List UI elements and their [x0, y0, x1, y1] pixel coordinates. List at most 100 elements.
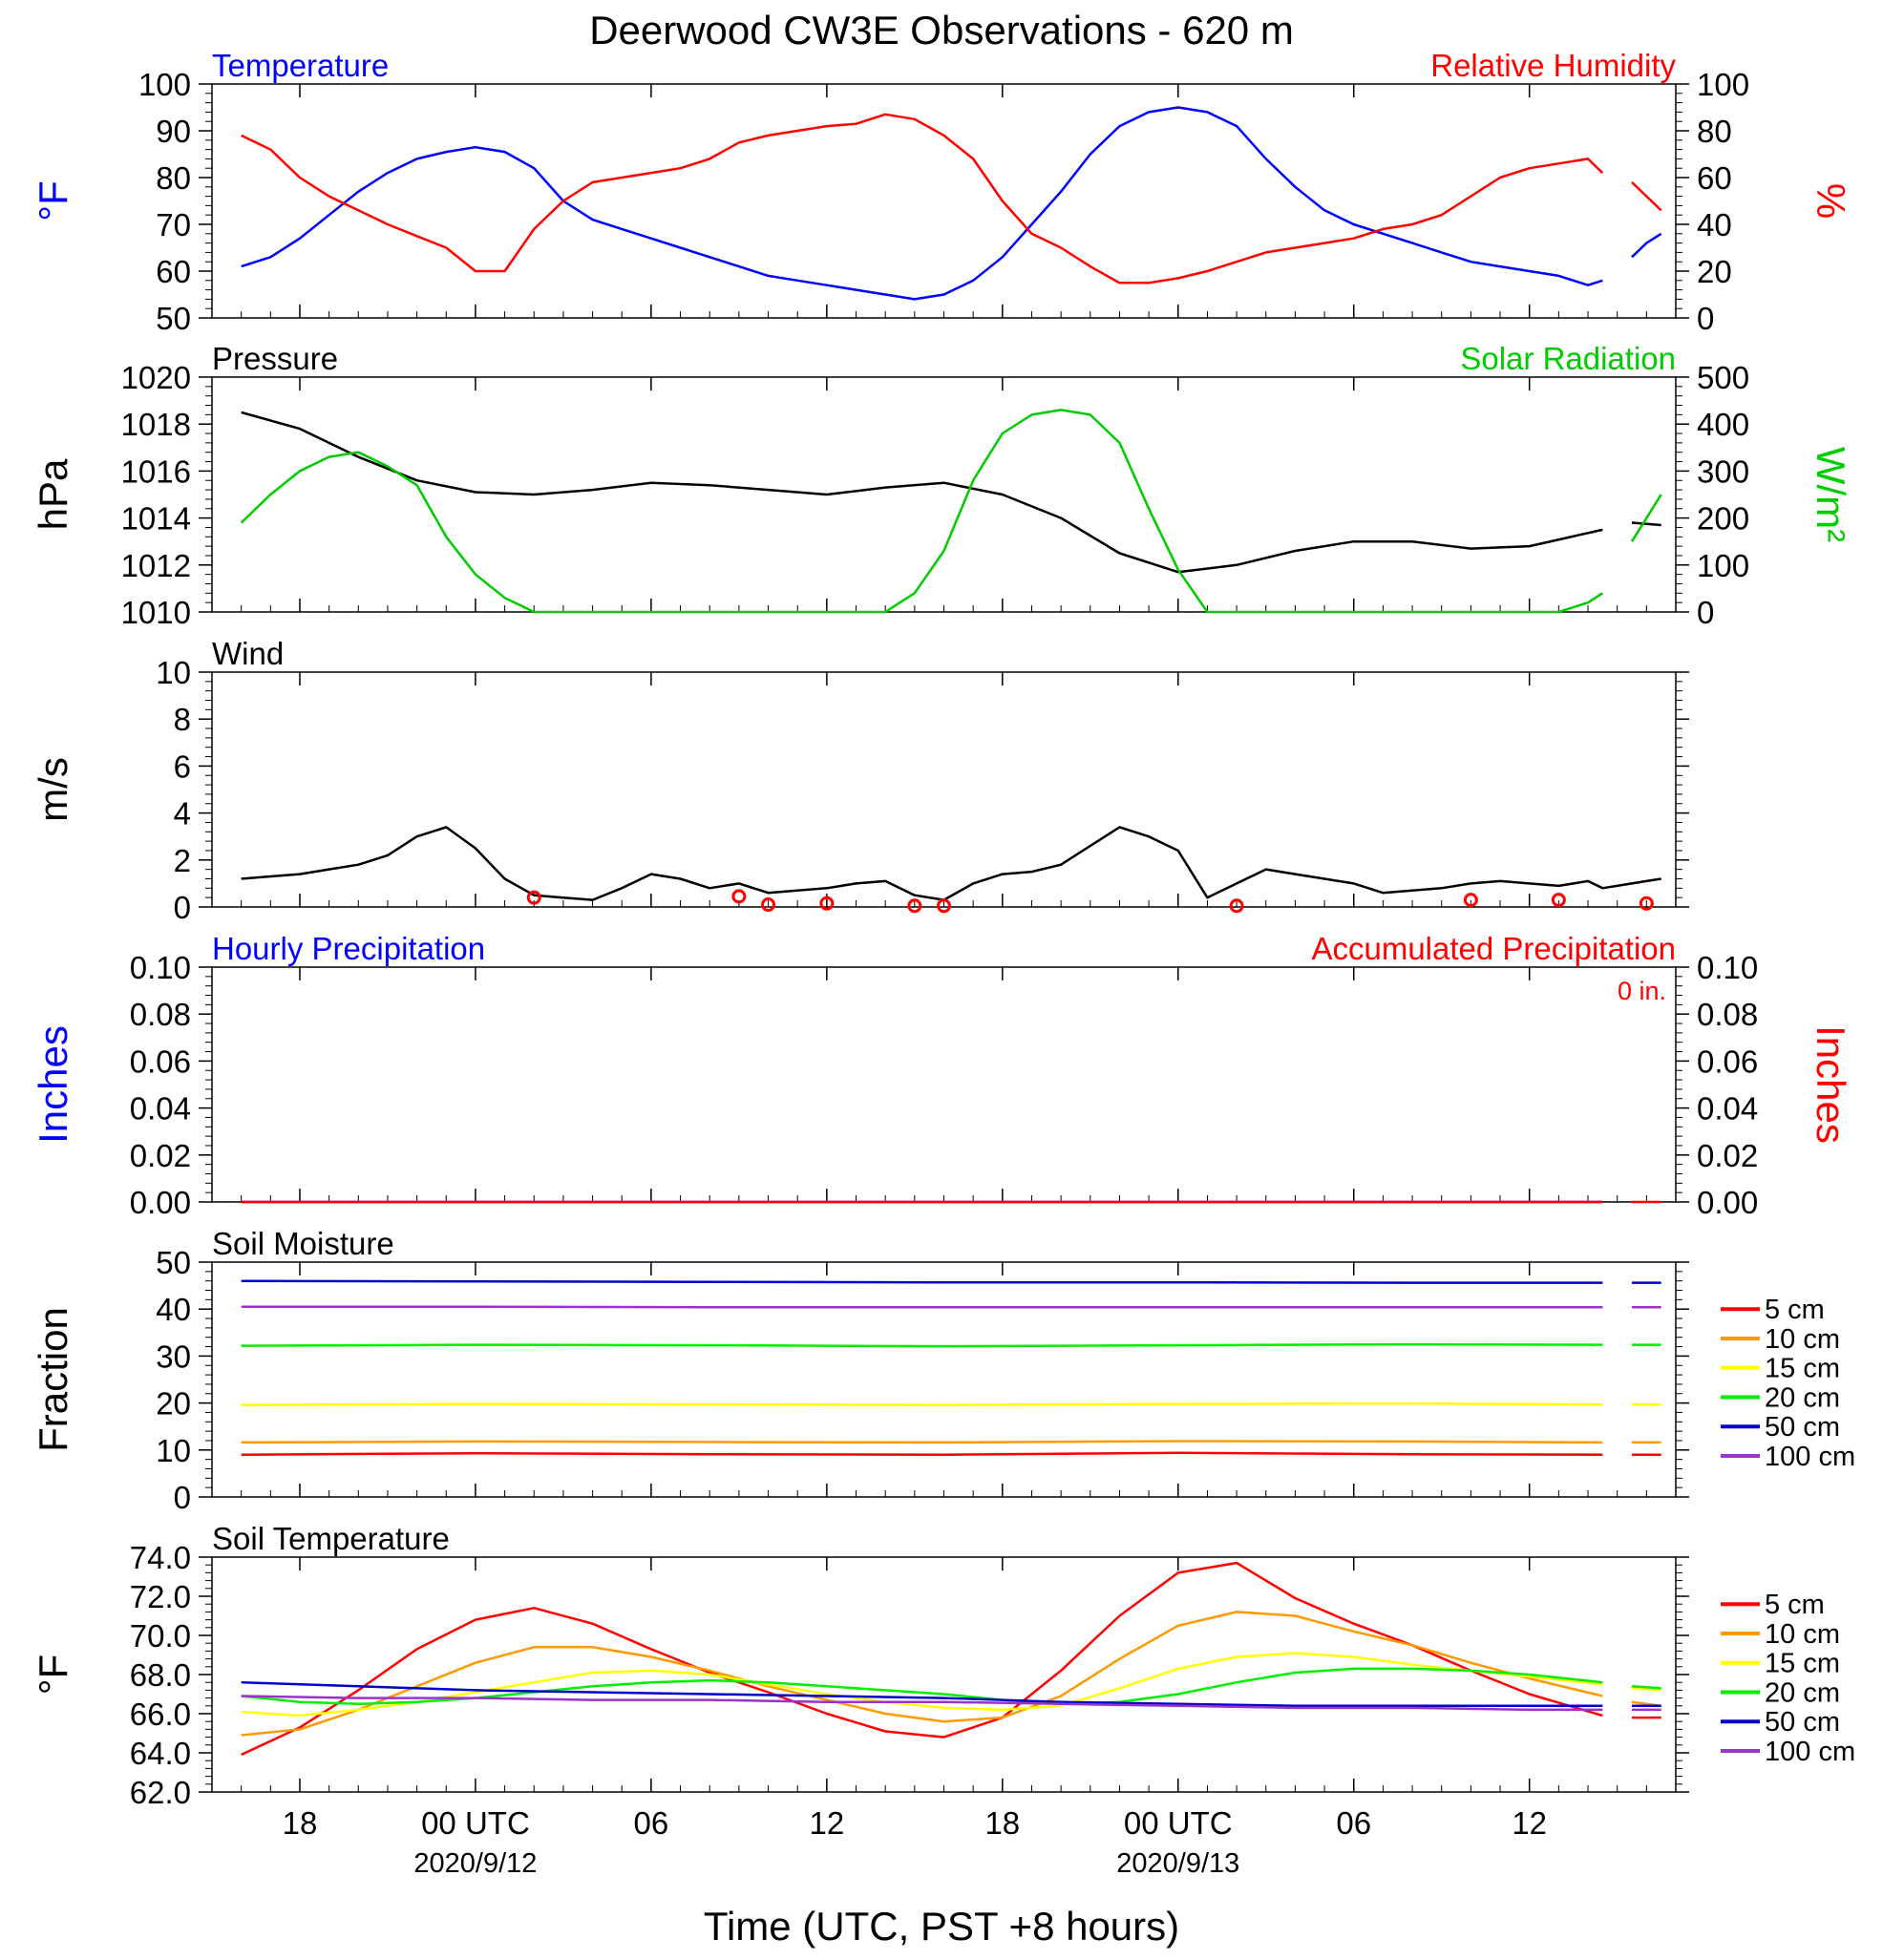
- y-left-tick-label: 50: [156, 1245, 191, 1280]
- y-left-tick-label: 1012: [121, 548, 191, 583]
- calm-wind-marker: [1463, 893, 1478, 908]
- y-left-tick-label: 1014: [121, 501, 191, 537]
- y-right-tick-label: 200: [1697, 501, 1749, 537]
- series-line: [241, 1695, 1603, 1712]
- y-right-axis-label: W/m²: [1809, 447, 1853, 542]
- panel-pressure-solar: 1010 1012 1014 1016 1018 1020 0 100 200 300 400 500…: [31, 341, 1853, 630]
- calm-wind-marker: [819, 896, 835, 911]
- panel-soil-temperature: 62.0 64.0 66.0 68.070.0 72.0 74.0 Soil Tempera…: [31, 1521, 1855, 1810]
- y-left-axis-label: Fraction: [31, 1307, 75, 1452]
- y-left-tick-label: 66.0: [130, 1697, 191, 1732]
- calm-wind-marker: [1639, 896, 1654, 911]
- legend-label: 100 cm: [1765, 1442, 1855, 1472]
- y-left-tick-label: 68.0: [130, 1657, 191, 1693]
- precip-annotation: 0 in.: [1618, 977, 1666, 1005]
- y-left-tick-label: 0.10: [130, 950, 191, 985]
- series-line: [1631, 232, 1662, 259]
- y-right-axis-label: %: [1809, 183, 1853, 219]
- series-line: [241, 1342, 1603, 1348]
- x-tick-label: 00 UTC: [421, 1805, 530, 1841]
- y-right-tick-label: 80: [1697, 114, 1732, 149]
- series-line: [1631, 1685, 1661, 1690]
- panel-title-left: Soil Temperature: [212, 1521, 450, 1556]
- x-tick-label: 00 UTC: [1124, 1805, 1233, 1841]
- y-right-tick-label: 300: [1697, 453, 1749, 489]
- plot-frame: [211, 376, 1677, 613]
- x-tick-label: 06: [1336, 1805, 1371, 1841]
- y-left-tick-label: 100: [138, 67, 191, 102]
- y-right-tick-label: 60: [1697, 160, 1732, 196]
- legend-label: 5 cm: [1765, 1590, 1825, 1620]
- legend-label: 10 cm: [1765, 1324, 1840, 1355]
- series-line: [241, 113, 1604, 285]
- y-left-tick-label: 1016: [121, 453, 191, 489]
- y-left-tick-label: 1010: [121, 595, 191, 630]
- y-left-tick-label: 40: [156, 1292, 191, 1327]
- y-left-tick-label: 70: [156, 207, 191, 242]
- calm-wind-marker: [907, 898, 922, 914]
- y-left-tick-label: 74.0: [130, 1540, 191, 1575]
- calm-wind-marker: [1551, 893, 1566, 908]
- y-left-tick-label: 1020: [121, 360, 191, 395]
- y-right-tick-label: 500: [1697, 360, 1749, 395]
- x-tick-label: 18: [283, 1805, 318, 1841]
- y-right-tick-label: 40: [1697, 207, 1732, 242]
- y-left-axis-label: °F: [31, 1654, 75, 1695]
- y-left-tick-label: 0.02: [130, 1138, 191, 1173]
- y-right-tick-label: 0.08: [1697, 997, 1758, 1032]
- series-line: [241, 1305, 1603, 1309]
- series-line: [241, 1440, 1603, 1444]
- plot-frame: [211, 966, 1677, 1203]
- legend-label: 15 cm: [1765, 1354, 1840, 1384]
- y-left-tick-label: 0: [174, 1480, 191, 1515]
- y-left-tick-label: 50: [156, 301, 191, 336]
- y-right-tick-label: 0: [1697, 301, 1714, 336]
- legend-label: 20 cm: [1765, 1677, 1840, 1708]
- y-left-axis-label: °F: [31, 180, 75, 221]
- series-line: [241, 1279, 1603, 1284]
- y-left-tick-label: 72.0: [130, 1579, 191, 1614]
- calm-wind-marker: [731, 889, 747, 904]
- series-line: [241, 1680, 1603, 1708]
- y-right-axis-label: Inches: [1809, 1025, 1853, 1144]
- legend-label: 20 cm: [1765, 1382, 1840, 1413]
- y-left-tick-label: 10: [156, 655, 191, 690]
- y-left-tick-label: 10: [156, 1433, 191, 1468]
- y-left-tick-label: 80: [156, 160, 191, 196]
- calm-wind-marker: [1229, 898, 1244, 914]
- y-right-tick-label: 0.06: [1697, 1043, 1758, 1079]
- series-line: [241, 1652, 1603, 1718]
- y-left-tick-label: 20: [156, 1386, 191, 1422]
- figure-title: Deerwood CW3E Observations - 620 m: [589, 8, 1294, 53]
- y-left-tick-label: 0.04: [130, 1091, 191, 1127]
- x-tick-label: 06: [634, 1805, 669, 1841]
- series-line: [241, 106, 1603, 301]
- plot-frame: [211, 1556, 1677, 1793]
- panel-title-left: Soil Moisture: [212, 1226, 394, 1261]
- y-left-tick-label: 4: [174, 796, 191, 832]
- y-left-tick-label: 60: [156, 254, 191, 289]
- series-line: [1631, 1687, 1661, 1692]
- series-line: [241, 1402, 1603, 1406]
- panel-title-left: Wind: [212, 636, 284, 671]
- legend-label: 15 cm: [1765, 1649, 1840, 1679]
- y-right-tick-label: 400: [1697, 407, 1749, 442]
- panel-title-right: Relative Humidity: [1430, 48, 1676, 83]
- plot-frame: [211, 671, 1677, 908]
- calm-wind-marker: [761, 897, 776, 913]
- y-left-tick-label: 70.0: [130, 1618, 191, 1654]
- panel-temperature-humidity: 50 60 70 80 90 100 0 20 40 60 80 100 Temperature Rela…: [31, 48, 1853, 336]
- y-right-tick-label: 0.10: [1697, 950, 1758, 985]
- calm-wind-marker: [937, 898, 951, 914]
- plot-frame: [211, 1261, 1677, 1498]
- y-left-tick-label: 62.0: [130, 1775, 191, 1810]
- y-left-tick-label: 0.06: [130, 1043, 191, 1079]
- y-right-tick-label: 100: [1697, 548, 1749, 583]
- series-line: [241, 826, 1661, 901]
- series-line: [1631, 521, 1661, 527]
- series-line: [241, 1611, 1603, 1737]
- series-line: [241, 1451, 1603, 1456]
